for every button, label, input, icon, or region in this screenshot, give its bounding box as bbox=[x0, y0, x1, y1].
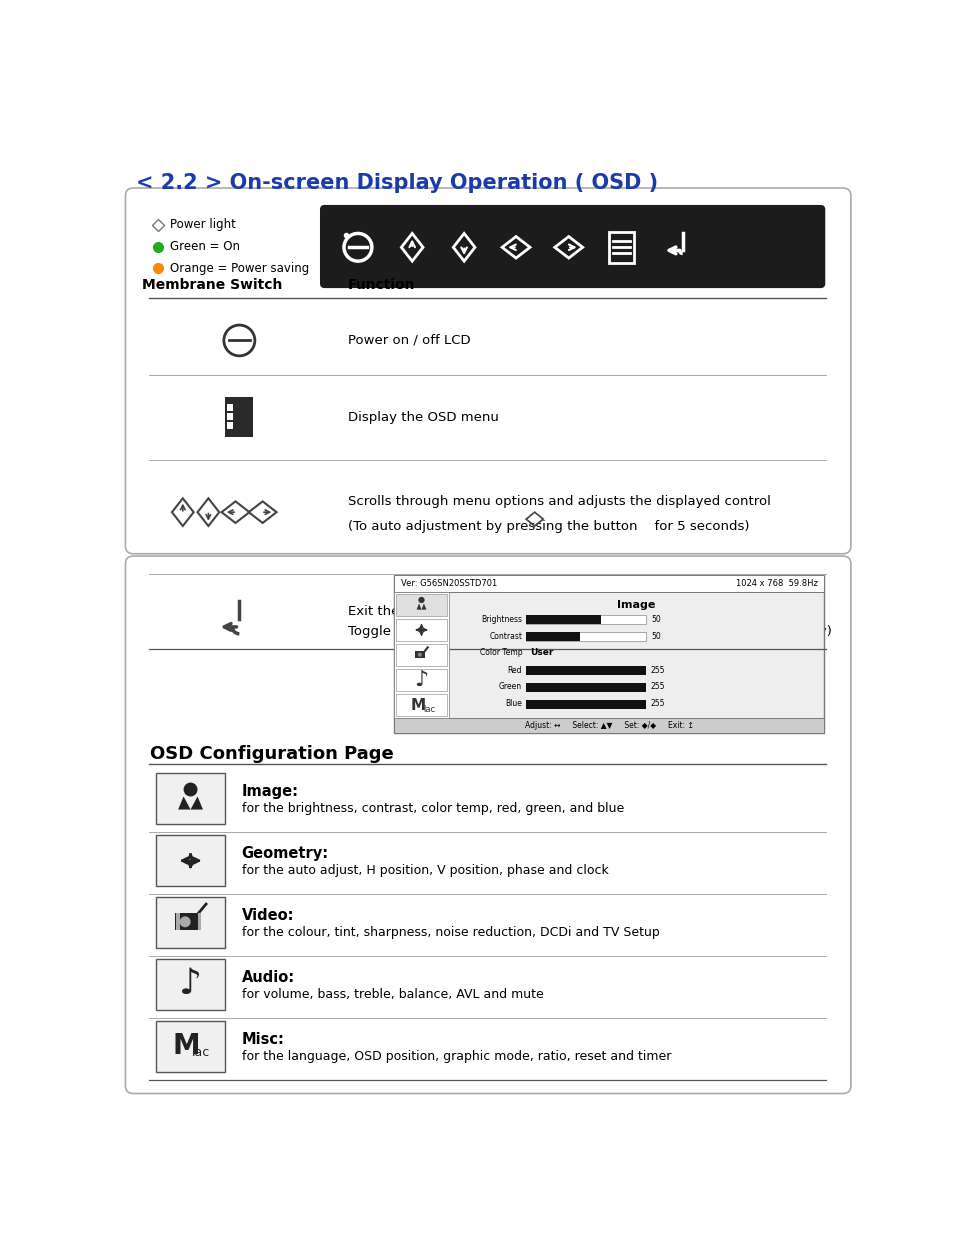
Text: Scrolls through menu options and adjusts the displayed control: Scrolls through menu options and adjusts… bbox=[348, 494, 770, 508]
Text: Membrane Switch: Membrane Switch bbox=[142, 277, 282, 292]
Text: Geometry:: Geometry: bbox=[241, 846, 329, 861]
Polygon shape bbox=[416, 603, 426, 609]
Bar bbox=[225, 397, 253, 438]
Circle shape bbox=[183, 783, 197, 797]
Text: Power on / off LCD: Power on / off LCD bbox=[348, 334, 470, 346]
Bar bbox=[525, 700, 645, 709]
Text: Toggle analog, digital & video connection (DVI-D and video options only): Toggle analog, digital & video connectio… bbox=[348, 625, 831, 637]
Bar bbox=[394, 592, 448, 718]
Bar bbox=[525, 633, 579, 641]
Text: Color Temp: Color Temp bbox=[479, 647, 521, 657]
FancyBboxPatch shape bbox=[319, 205, 824, 289]
FancyBboxPatch shape bbox=[125, 556, 850, 1094]
Text: ♪: ♪ bbox=[179, 968, 202, 1001]
Text: (To auto adjustment by pressing the button    for 5 seconds): (To auto adjustment by pressing the butt… bbox=[348, 519, 749, 533]
Text: Image: Image bbox=[617, 599, 655, 609]
Bar bbox=[395, 594, 447, 615]
Bar bbox=[394, 718, 823, 734]
Text: Orange = Power saving: Orange = Power saving bbox=[171, 261, 310, 275]
Text: M: M bbox=[172, 1032, 199, 1060]
Text: 50: 50 bbox=[650, 631, 660, 641]
Text: Green: Green bbox=[498, 682, 521, 692]
Text: for the colour, tint, sharpness, noise reduction, DCDi and TV Setup: for the colour, tint, sharpness, noise r… bbox=[241, 926, 659, 938]
Bar bbox=[227, 413, 233, 419]
Text: lac: lac bbox=[192, 1046, 210, 1059]
Bar bbox=[525, 615, 600, 624]
Bar bbox=[415, 651, 424, 658]
Text: Contrast: Contrast bbox=[489, 631, 521, 641]
Text: User: User bbox=[530, 647, 553, 657]
Text: 255: 255 bbox=[650, 699, 664, 709]
Text: Misc:: Misc: bbox=[241, 1032, 284, 1047]
Bar bbox=[395, 670, 447, 692]
Text: < 2.2 > On-screen Display Operation ( OSD ): < 2.2 > On-screen Display Operation ( OS… bbox=[136, 173, 658, 192]
Circle shape bbox=[418, 597, 424, 603]
FancyBboxPatch shape bbox=[156, 835, 224, 887]
FancyBboxPatch shape bbox=[156, 898, 224, 948]
FancyBboxPatch shape bbox=[156, 1021, 224, 1071]
Bar bbox=[608, 232, 633, 263]
Bar bbox=[227, 403, 233, 411]
Text: Power light: Power light bbox=[171, 218, 236, 232]
Bar bbox=[175, 914, 179, 930]
Bar bbox=[395, 644, 447, 666]
Bar bbox=[525, 633, 645, 641]
Text: Image:: Image: bbox=[241, 784, 298, 799]
Text: M: M bbox=[411, 698, 426, 713]
Text: OSD Configuration Page: OSD Configuration Page bbox=[150, 745, 394, 763]
Bar bbox=[395, 694, 447, 716]
Text: for the language, OSD position, graphic mode, ratio, reset and timer: for the language, OSD position, graphic … bbox=[241, 1049, 670, 1063]
Text: 255: 255 bbox=[650, 682, 664, 692]
Text: lac: lac bbox=[423, 704, 435, 714]
Text: Display the OSD menu: Display the OSD menu bbox=[348, 411, 498, 424]
FancyBboxPatch shape bbox=[133, 196, 842, 546]
Circle shape bbox=[179, 916, 192, 928]
Text: for volume, bass, treble, balance, AVL and mute: for volume, bass, treble, balance, AVL a… bbox=[241, 988, 543, 1001]
Text: Blue: Blue bbox=[505, 699, 521, 709]
Text: Red: Red bbox=[507, 666, 521, 674]
Text: Function: Function bbox=[348, 277, 415, 292]
Bar bbox=[525, 666, 645, 674]
Text: ♪: ♪ bbox=[414, 670, 428, 690]
Bar bbox=[525, 615, 645, 624]
Bar bbox=[395, 619, 447, 641]
Bar bbox=[394, 576, 823, 734]
Text: 50: 50 bbox=[650, 615, 660, 624]
Bar bbox=[174, 914, 198, 930]
Bar bbox=[197, 914, 201, 930]
Text: Video:: Video: bbox=[241, 907, 294, 922]
Bar bbox=[525, 683, 645, 692]
Polygon shape bbox=[178, 797, 203, 810]
Text: for the auto adjust, H position, V position, phase and clock: for the auto adjust, H position, V posit… bbox=[241, 864, 608, 877]
Text: Ver: G56SN20SSTD701: Ver: G56SN20SSTD701 bbox=[400, 580, 497, 588]
Text: Exit the OSD screen: Exit the OSD screen bbox=[348, 605, 480, 618]
Circle shape bbox=[416, 652, 422, 657]
FancyBboxPatch shape bbox=[156, 959, 224, 1010]
Bar bbox=[394, 576, 823, 592]
Bar bbox=[227, 422, 233, 429]
Text: Brightness: Brightness bbox=[480, 615, 521, 624]
Text: 1024 x 768  59.8Hz: 1024 x 768 59.8Hz bbox=[736, 580, 818, 588]
Text: 255: 255 bbox=[650, 666, 664, 674]
Text: Green = On: Green = On bbox=[171, 240, 240, 253]
FancyBboxPatch shape bbox=[156, 773, 224, 825]
Text: for the brightness, contrast, color temp, red, green, and blue: for the brightness, contrast, color temp… bbox=[241, 801, 623, 815]
Text: Adjust: ↔     Select: ▲▼     Set: ◆/◆     Exit: ↥: Adjust: ↔ Select: ▲▼ Set: ◆/◆ Exit: ↥ bbox=[524, 721, 693, 730]
Text: Audio:: Audio: bbox=[241, 969, 294, 985]
FancyBboxPatch shape bbox=[125, 187, 850, 554]
